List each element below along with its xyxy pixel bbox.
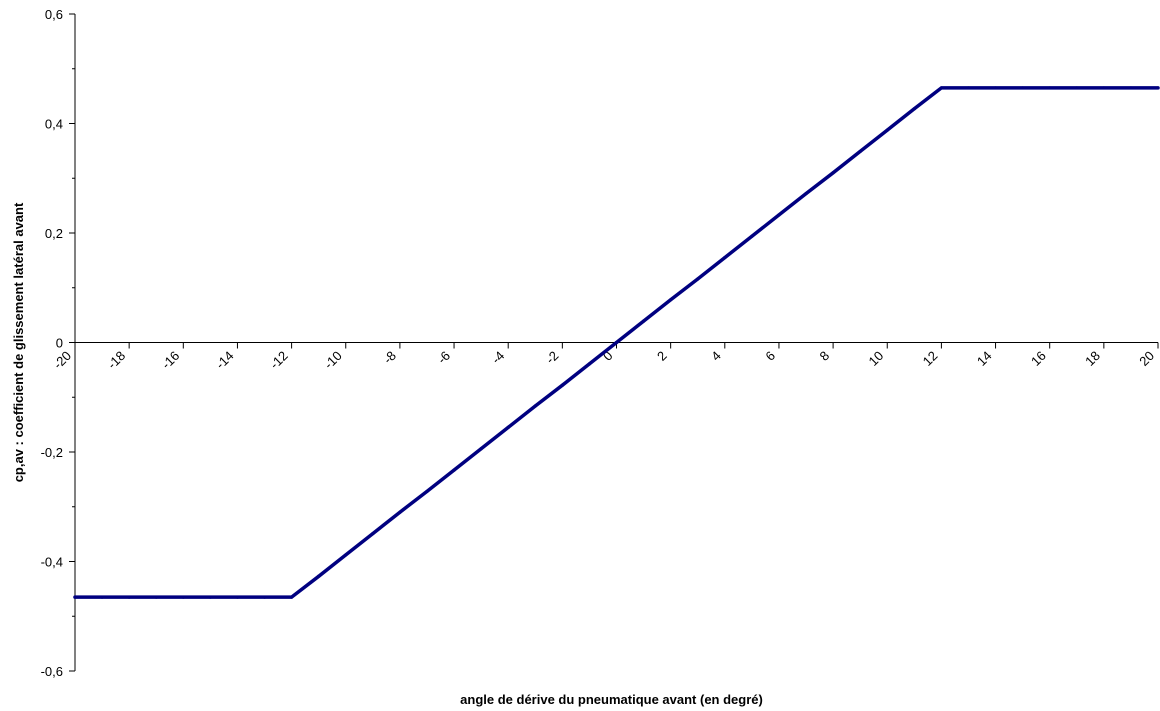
data-point xyxy=(831,171,835,175)
data-point xyxy=(344,553,348,557)
data-point xyxy=(425,489,429,494)
data-point xyxy=(452,468,456,472)
data-point xyxy=(1048,86,1052,90)
x-tick-label: 12 xyxy=(920,348,941,369)
data-point xyxy=(371,531,375,536)
data-point xyxy=(479,447,483,451)
x-tick-label: -18 xyxy=(104,348,128,372)
data-point xyxy=(966,86,971,90)
data-point xyxy=(993,86,998,90)
x-tick-label: 10 xyxy=(866,348,887,369)
data-point xyxy=(1129,86,1133,90)
data-point xyxy=(858,149,862,154)
x-axis-title: angle de dérive du pneumatique avant (en… xyxy=(460,692,763,707)
data-point xyxy=(669,298,673,302)
x-tick-label: 6 xyxy=(762,348,778,364)
data-point xyxy=(73,595,77,599)
data-point xyxy=(1021,86,1025,90)
y-axis-title: cp,av : coefficient de glissement latéra… xyxy=(11,202,26,482)
data-point xyxy=(777,213,781,217)
data-point xyxy=(614,340,619,345)
y-tick-label: 0,6 xyxy=(45,7,63,22)
x-tick-label: -2 xyxy=(543,348,562,367)
x-tick-label: -10 xyxy=(321,348,345,372)
data-point xyxy=(317,574,321,578)
data-point xyxy=(181,595,185,599)
data-point xyxy=(560,383,564,387)
data-point xyxy=(262,595,267,599)
data-point xyxy=(804,191,808,196)
x-tick-label: 2 xyxy=(654,348,670,364)
x-tick-label: 4 xyxy=(708,348,724,364)
x-tick-label: -4 xyxy=(489,348,508,367)
data-point xyxy=(912,107,916,111)
x-tick-label: 18 xyxy=(1082,348,1103,369)
x-axis: -20 -18 -16 -14 -12 -10 -8 -6 -4 -2 0 2 4 6 8 10 12 14 16 1… xyxy=(50,342,1159,372)
data-point xyxy=(533,404,537,408)
data-point xyxy=(1075,86,1079,90)
x-tick-label: -14 xyxy=(213,348,237,372)
data-point xyxy=(208,595,212,599)
y-tick-label: -0,4 xyxy=(41,555,63,570)
data-point xyxy=(723,256,727,260)
series-layer xyxy=(73,86,1160,599)
data-point xyxy=(641,319,646,323)
data-point xyxy=(939,86,944,90)
x-tick-label: 16 xyxy=(1028,348,1049,369)
x-tick-label: 20 xyxy=(1136,348,1157,369)
y-tick-label: 0,2 xyxy=(45,226,63,241)
y-axis: -0,6 -0,4 -0,2 0 0,2 0,4 0,6 xyxy=(41,7,76,679)
x-tick-label: -20 xyxy=(50,348,74,372)
data-point xyxy=(1102,86,1106,90)
data-point xyxy=(885,128,889,132)
x-tick-label: 14 xyxy=(974,348,995,369)
y-tick-label: -0,6 xyxy=(41,664,63,679)
data-point xyxy=(750,234,754,238)
x-tick-label: -6 xyxy=(434,348,453,367)
data-point xyxy=(696,277,700,281)
data-point xyxy=(154,595,158,599)
y-tick-label: -0,2 xyxy=(41,445,63,460)
y-tick-label: 0 xyxy=(56,336,63,351)
data-point xyxy=(506,425,510,429)
x-tick-label: -12 xyxy=(267,348,291,372)
x-tick-label: -8 xyxy=(380,348,399,367)
data-point xyxy=(587,362,592,366)
data-point xyxy=(127,595,131,599)
x-tick-label: 8 xyxy=(816,348,832,364)
y-tick-label: 0,4 xyxy=(45,117,63,132)
data-point xyxy=(1156,86,1160,90)
data-point xyxy=(100,595,104,599)
data-point xyxy=(235,595,240,599)
data-point xyxy=(290,595,294,599)
x-tick-label: -16 xyxy=(159,348,183,372)
data-point xyxy=(398,510,402,514)
